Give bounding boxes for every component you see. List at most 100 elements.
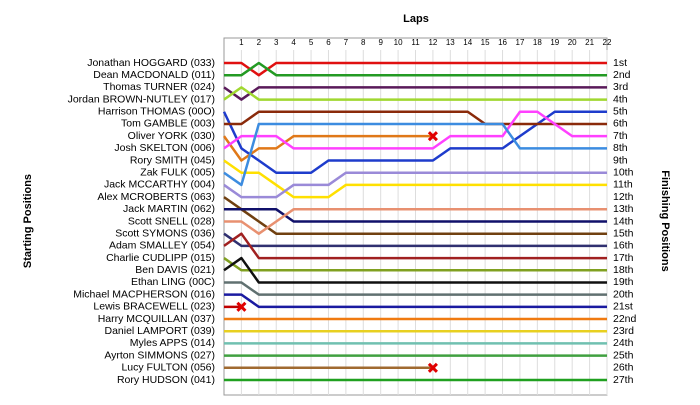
finishing-label: 17th (613, 252, 634, 264)
driver-label: Adam SMALLEY (054) (109, 240, 215, 252)
retired-marker (236, 301, 247, 312)
driver-line (224, 208, 607, 223)
x-tick-label: 19 (550, 38, 559, 47)
driver-label: Lewis BRACEWELL (023) (93, 301, 215, 313)
finishing-label: 24th (613, 337, 634, 349)
driver-label: Rory SMITH (045) (130, 154, 215, 166)
x-tick-label: 10 (394, 38, 403, 47)
driver-label: Harrison THOMAS (00O) (98, 106, 215, 118)
driver-line (223, 86, 607, 101)
finishing-label: 18th (613, 264, 634, 276)
driver-label: Oliver YORK (030) (128, 130, 215, 142)
finishing-label: 3rd (613, 81, 628, 93)
driver-line (223, 256, 607, 284)
finishing-label: 26th (613, 362, 634, 374)
driver-line (224, 61, 607, 77)
driver-label: Harry MCQUILLAN (037) (98, 313, 215, 325)
x-tick-label: 20 (568, 38, 577, 47)
y-axis-label-right: Finishing Positions (659, 170, 671, 271)
finishing-label: 9th (613, 154, 628, 166)
driver-label: Myles APPS (014) (130, 337, 215, 349)
x-tick-label: 1 (239, 38, 244, 47)
retired-marker (427, 131, 438, 142)
finishing-label: 25th (613, 349, 634, 361)
finishing-label: 12th (613, 191, 634, 203)
x-tick-label: 9 (378, 38, 383, 47)
x-tick-label: 7 (344, 38, 349, 47)
driver-label: Charlie CUDLIPP (015) (106, 252, 215, 264)
driver-label: Rory HUDSON (041) (117, 374, 215, 386)
driver-line (223, 232, 607, 248)
x-tick-label: 11 (411, 38, 420, 47)
x-tick-label: 4 (291, 38, 296, 47)
x-tick-label: 13 (446, 38, 455, 47)
x-tick-label: 15 (481, 38, 490, 47)
x-tick-label: 16 (498, 38, 507, 47)
driver-label: Scott SYMONS (036) (115, 227, 215, 239)
driver-label: Dean MACDONALD (011) (93, 69, 215, 81)
driver-label: Michael MACPHERSON (016) (73, 288, 215, 300)
retired-marker (427, 362, 438, 373)
finishing-label: 27th (613, 374, 634, 386)
finishing-label: 10th (613, 167, 634, 179)
driver-line (223, 86, 607, 101)
finishing-label: 16th (613, 240, 634, 252)
driver-line (223, 257, 607, 272)
driver-label: Jonathan HOGGARD (033) (87, 57, 215, 69)
finishing-label: 13th (613, 203, 634, 215)
driver-label: Daniel LAMPORT (039) (105, 325, 216, 337)
driver-line (224, 110, 607, 126)
driver-label: Tom GAMBLE (003) (121, 118, 215, 130)
x-tick-label: 18 (533, 38, 542, 47)
driver-label: Ethan LING (00C) (131, 276, 215, 288)
driver-label: Ben DAVIS (021) (135, 264, 215, 276)
x-tick-label: 2 (257, 38, 262, 47)
driver-label: Josh SKELTON (006) (114, 142, 215, 154)
driver-line (223, 122, 607, 187)
driver-label: Zak FULK (005) (140, 167, 215, 179)
x-tick-label: 5 (309, 38, 314, 47)
driver-label: Alex MCROBERTS (063) (97, 191, 215, 203)
driver-line (223, 232, 607, 260)
finishing-label: 2nd (613, 69, 631, 81)
driver-line (224, 293, 607, 309)
x-tick-label: 3 (274, 38, 279, 47)
chart-title: Laps (403, 13, 429, 25)
driver-line (223, 196, 607, 235)
x-tick-label: 6 (326, 38, 331, 47)
driver-label: Thomas TURNER (024) (103, 81, 215, 93)
driver-label: Ayrton SIMMONS (027) (104, 349, 215, 361)
driver-line (224, 281, 607, 296)
x-tick-label: 22 (603, 38, 612, 47)
y-axis-label-left: Starting Positions (22, 174, 34, 268)
driver-line (223, 159, 607, 199)
finishing-label: 15th (613, 227, 634, 239)
x-tick-label: 21 (585, 38, 594, 47)
driver-line (222, 110, 607, 174)
finishing-label: 11th (613, 179, 633, 191)
x-tick-label: 14 (463, 38, 472, 47)
finishing-label: 8th (613, 142, 628, 154)
finishing-label: 22nd (613, 313, 637, 325)
driver-label: Lucy FULTON (056) (121, 362, 215, 374)
finishing-label: 19th (613, 276, 634, 288)
finishing-label: 23rd (613, 325, 634, 337)
driver-line (224, 61, 607, 77)
x-tick-label: 8 (361, 38, 366, 47)
driver-line (223, 110, 607, 150)
finishing-label: 21st (613, 301, 633, 313)
driver-line (222, 134, 433, 162)
finishing-label: 1st (613, 57, 627, 69)
driver-label: Scott SNELL (028) (128, 215, 215, 227)
finishing-label: 14th (613, 215, 634, 227)
finishing-label: 20th (613, 288, 634, 300)
driver-line (223, 171, 607, 199)
finishing-label: 7th (613, 130, 628, 142)
driver-line (224, 208, 607, 235)
x-tick-label: 17 (516, 38, 525, 47)
finishing-label: 5th (613, 106, 628, 118)
x-tick-label: 12 (428, 38, 437, 47)
driver-label: Jack MARTIN (062) (123, 203, 215, 215)
driver-label: Jack MCCARTHY (004) (104, 179, 215, 191)
